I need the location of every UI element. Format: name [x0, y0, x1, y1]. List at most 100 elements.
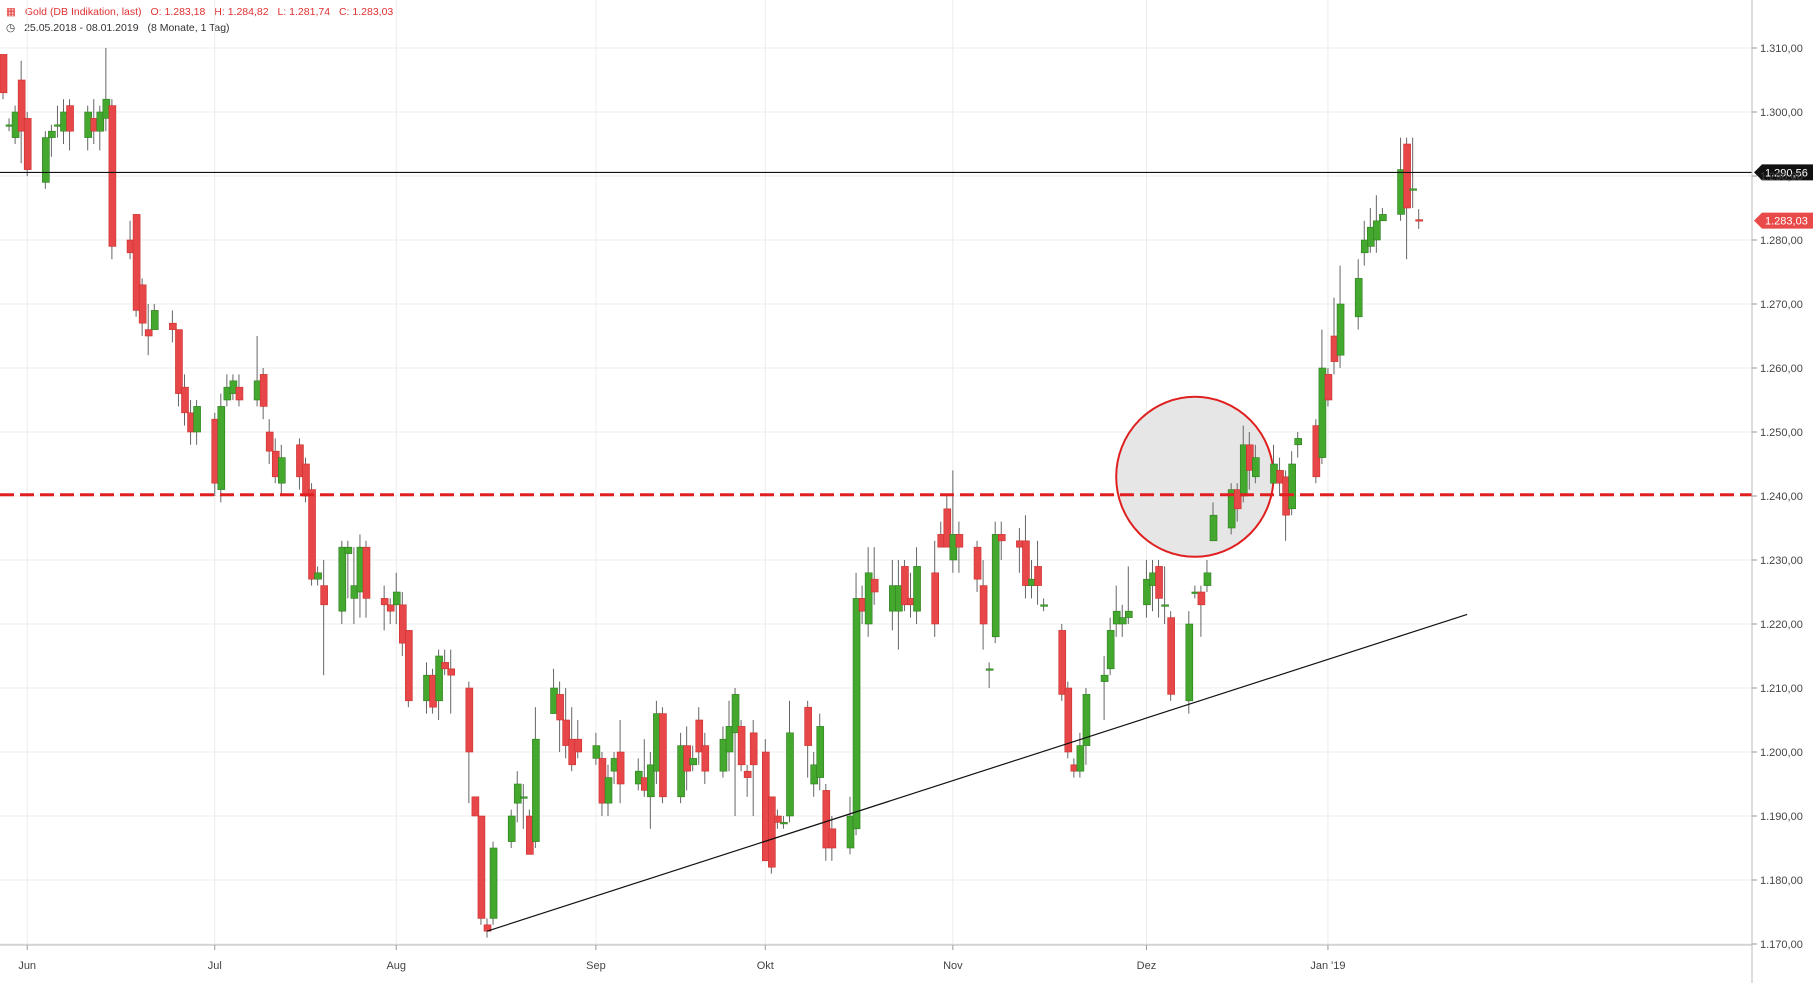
candle-body	[48, 130, 56, 138]
y-tick-label: 1.230,00	[1760, 555, 1803, 567]
y-tick-label: 1.240,00	[1760, 491, 1803, 503]
candle-body	[1354, 278, 1363, 318]
candle-body	[719, 738, 728, 772]
candle-body	[489, 847, 498, 919]
candle-body	[392, 591, 401, 606]
y-tick-label: 1.300,00	[1760, 107, 1803, 119]
candle-body	[1288, 463, 1296, 510]
candle-body	[380, 598, 389, 606]
candlestick-icon: ▦	[6, 6, 16, 18]
candle-body	[822, 790, 831, 849]
tag-label: 1.283,03	[1765, 216, 1808, 228]
candle-body	[1252, 457, 1260, 478]
candle-body	[725, 726, 734, 753]
candle-body	[259, 374, 268, 407]
candle-body	[731, 694, 740, 734]
y-tick-label: 1.170,00	[1760, 939, 1803, 951]
candle-body	[1161, 604, 1169, 607]
highlight-ellipse	[1115, 395, 1275, 558]
candle-body	[737, 726, 746, 766]
candle-body	[150, 310, 159, 330]
candle-body	[181, 386, 189, 414]
candle-body	[574, 738, 583, 753]
range-header: ◷ 25.05.2018 - 08.01.2019 (8 Monate, 1 T…	[6, 22, 236, 34]
candle-body	[362, 546, 371, 599]
candle-body	[447, 668, 456, 676]
candle-body	[17, 79, 26, 132]
x-tick-label: Okt	[757, 960, 774, 972]
candle-body	[66, 105, 74, 132]
candle-body	[169, 322, 177, 330]
candle-body	[864, 572, 873, 625]
candle-body	[749, 732, 758, 766]
candle-body	[108, 105, 117, 247]
candle-body	[338, 546, 347, 612]
candle-body	[979, 585, 988, 625]
candle-body	[513, 783, 522, 804]
candle-body	[985, 668, 994, 671]
candle-body	[138, 284, 147, 324]
high-value: H: 1.284,82	[214, 6, 269, 18]
y-tick-label: 1.250,00	[1760, 427, 1803, 439]
y-tick-label: 1.280,00	[1760, 235, 1803, 247]
candle-body	[507, 815, 516, 842]
candle-body	[1415, 219, 1423, 222]
candle-body	[701, 745, 710, 772]
date-range: 25.05.2018 - 08.01.2019	[24, 22, 139, 34]
candle-body	[1118, 617, 1127, 625]
last-price-tag: 1.283,03	[1754, 212, 1813, 229]
candle-body	[1233, 489, 1242, 510]
candle-body	[768, 796, 776, 868]
candle-body	[616, 751, 625, 785]
open-value: O: 1.283,18	[150, 6, 206, 18]
candle-body	[1294, 438, 1302, 446]
candle-body	[997, 534, 1006, 542]
candle-body	[647, 764, 655, 798]
candle-body	[235, 386, 244, 401]
candle-body	[852, 598, 861, 830]
low-value: L: 1.281,74	[277, 6, 331, 18]
y-tick-label: 1.200,00	[1760, 747, 1803, 759]
candle-body	[320, 585, 328, 606]
candle-body	[1403, 143, 1411, 209]
candle-body	[695, 719, 704, 753]
candle-body	[1022, 540, 1030, 586]
candle-body	[465, 687, 474, 753]
candle-body	[828, 828, 837, 849]
candle-body	[471, 796, 480, 817]
candle-body	[1034, 566, 1042, 586]
candle-body	[1106, 630, 1115, 670]
candle-body	[1100, 674, 1109, 682]
instrument-header: ▦ Gold (DB Indikation, last) O: 1.283,18…	[6, 6, 399, 18]
candle-body	[604, 777, 613, 804]
candle-body	[592, 745, 601, 759]
candle-body	[42, 137, 50, 183]
candle-body	[1409, 188, 1417, 191]
candle-body	[1336, 303, 1345, 356]
candle-body	[1143, 578, 1151, 606]
candle-body	[441, 662, 449, 670]
candle-body	[1373, 220, 1381, 241]
candle-body	[1040, 604, 1048, 607]
candle-body	[1203, 572, 1212, 586]
candle-body	[265, 431, 274, 452]
tag-bg	[1754, 164, 1813, 181]
candle-body	[1167, 617, 1175, 695]
candle-body	[398, 604, 407, 644]
candle-body	[846, 815, 855, 849]
x-tick-label: Jun	[18, 960, 36, 972]
y-tick-label: 1.220,00	[1760, 619, 1803, 631]
candle-body	[477, 815, 486, 919]
candle-body	[1125, 610, 1133, 618]
candle-body	[1155, 566, 1163, 599]
candle-body	[973, 546, 982, 580]
candle-body	[786, 732, 794, 817]
candle-body	[193, 406, 201, 433]
candle-body	[562, 719, 570, 746]
y-tick-label: 1.260,00	[1760, 363, 1803, 375]
candle-body	[816, 726, 825, 778]
candle-body	[955, 534, 964, 548]
y-tick-label: 1.290,00	[1760, 171, 1803, 183]
period-label: (8 Monate, 1 Tag)	[147, 22, 230, 34]
